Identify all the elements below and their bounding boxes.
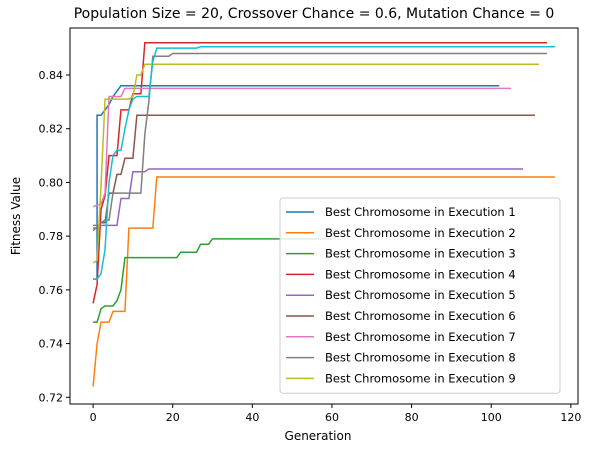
series-line-4 [92, 42, 547, 304]
legend-label: Best Chromosome in Execution 4 [325, 267, 516, 281]
x-axis-label: Generation [285, 429, 352, 443]
chart-title: Population Size = 20, Crossover Chance =… [74, 6, 555, 22]
series-line-8 [92, 52, 547, 232]
y-tick-label: 0.72 [39, 391, 64, 404]
legend-label: Best Chromosome in Execution 9 [325, 371, 516, 385]
plot-frame [69, 27, 579, 405]
series-line-5 [93, 168, 524, 227]
y-axis-label: Fitness Value [9, 177, 23, 255]
legend-label: Best Chromosome in Execution 7 [325, 330, 516, 344]
y-tick-label: 0.84 [39, 69, 64, 82]
legend: Best Chromosome in Execution 1 Best Chrom… [279, 197, 561, 394]
x-tick-label: 40 [245, 411, 259, 424]
y-tick-label: 0.82 [39, 123, 64, 136]
plot-lines [92, 42, 555, 387]
series-line-7 [92, 87, 512, 208]
y-tick-label: 0.76 [39, 284, 64, 297]
y-tick-label: 0.78 [39, 230, 64, 243]
y-axis-ticks: 0.72 0.74 0.76 0.78 0.80 0.82 0.84 [39, 69, 70, 404]
legend-label: Best Chromosome in Execution 2 [325, 226, 516, 240]
x-tick-label: 100 [481, 411, 502, 424]
y-tick-label: 0.80 [39, 176, 64, 189]
y-tick-label: 0.74 [39, 338, 64, 351]
legend-label: Best Chromosome in Execution 1 [325, 205, 516, 219]
legend-label: Best Chromosome in Execution 3 [325, 247, 516, 261]
x-tick-label: 0 [90, 411, 97, 424]
series-line-3 [93, 238, 332, 323]
x-tick-label: 20 [166, 411, 180, 424]
legend-box [279, 197, 561, 394]
legend-label: Best Chromosome in Execution 8 [325, 351, 516, 365]
series-line-9 [92, 63, 539, 264]
x-axis-ticks: 0 20 40 60 80 100 120 [90, 404, 581, 424]
legend-label: Best Chromosome in Execution 6 [325, 309, 516, 323]
x-tick-label: 80 [405, 411, 419, 424]
series-line-2 [92, 176, 555, 387]
legend-label: Best Chromosome in Execution 5 [325, 288, 516, 302]
series-line-10 [93, 46, 555, 280]
x-tick-label: 120 [560, 411, 581, 424]
x-tick-label: 60 [325, 411, 339, 424]
